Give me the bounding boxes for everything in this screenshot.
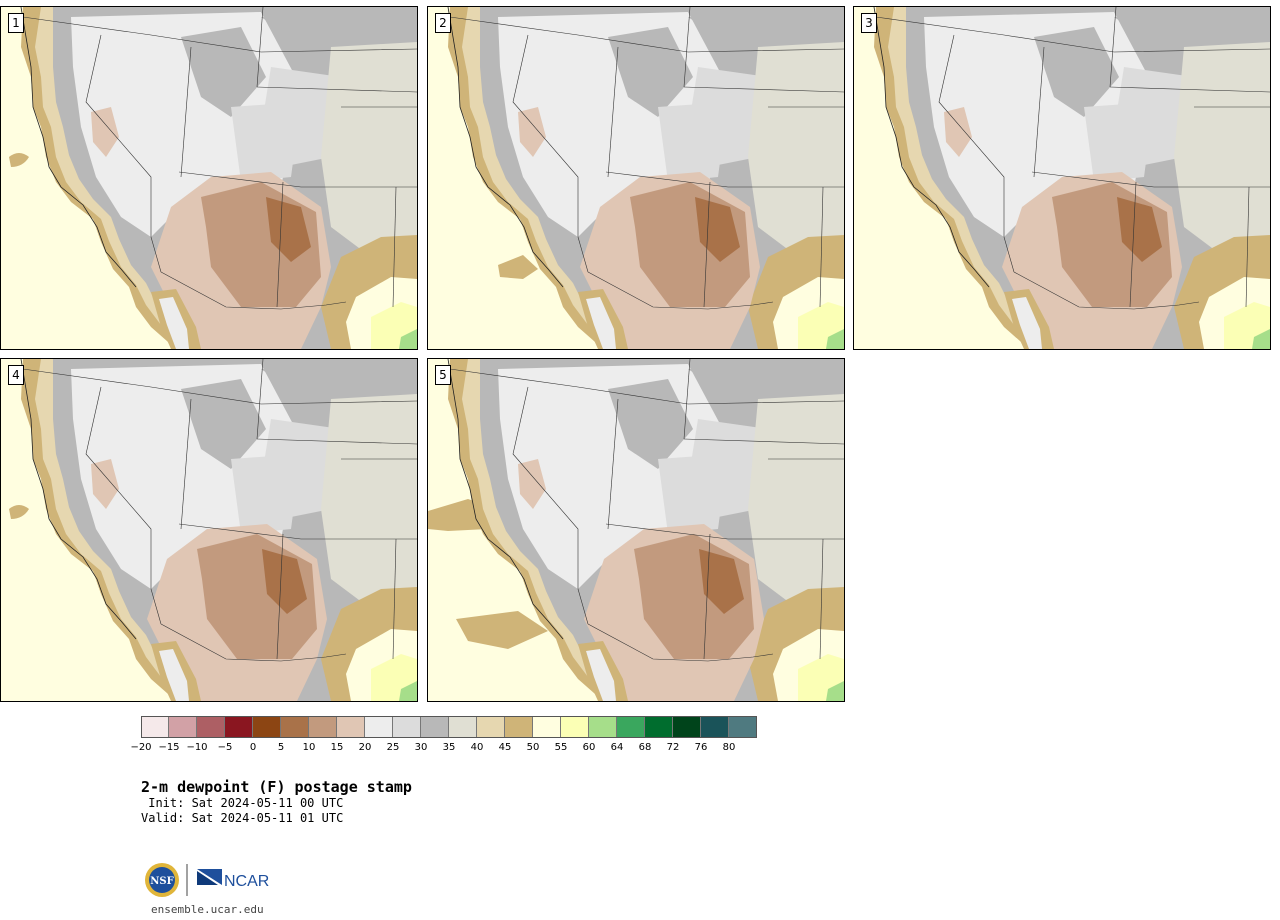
dewpoint-map: [428, 359, 844, 701]
colorbar-tick-label: 76: [695, 742, 708, 753]
colorbar-tick-label: −10: [186, 742, 207, 753]
ncar-logo-text: NCAR: [224, 873, 269, 890]
panel-label: 5: [435, 365, 451, 385]
ncar-logo-icon: NCAR: [197, 869, 269, 890]
colorbar-tick-label: 10: [303, 742, 316, 753]
stamp-panel-5[interactable]: 5: [427, 358, 845, 702]
panel-label: 2: [435, 13, 451, 33]
colorbar-tick-label: 55: [555, 742, 568, 753]
colorbar-tick-label: 40: [471, 742, 484, 753]
website-url: ensemble.ucar.edu: [151, 903, 264, 916]
colorbar-tick-label: 25: [387, 742, 400, 753]
colorbar-tick-label: 35: [443, 742, 456, 753]
colorbar-tick-label: 20: [359, 742, 372, 753]
nsf-logo-text: NSF: [150, 876, 173, 887]
dewpoint-map: [428, 7, 844, 349]
colorbar-tick-label: 64: [611, 742, 624, 753]
logos: NSF NCAR: [144, 861, 274, 899]
colorbar-tick-label: 68: [639, 742, 652, 753]
nsf-logo-icon: NSF: [145, 863, 179, 897]
dewpoint-map: [854, 7, 1270, 349]
colorbar-tick-label: 15: [331, 742, 344, 753]
stamp-panel-3[interactable]: 3: [853, 6, 1271, 350]
panel-label: 4: [8, 365, 24, 385]
colorbar-tick-label: 60: [583, 742, 596, 753]
colorbar-tick-label: 80: [723, 742, 736, 753]
colorbar-tick-label: −15: [158, 742, 179, 753]
colorbar-tick-label: 72: [667, 742, 680, 753]
panel-label: 1: [8, 13, 24, 33]
init-time: Init: Sat 2024-05-11 00 UTC: [141, 796, 343, 810]
colorbar-tick-label: 5: [278, 742, 284, 753]
colorbar-tick-label: 0: [250, 742, 256, 753]
panel-label: 3: [861, 13, 877, 33]
stamp-panel-4[interactable]: 4: [0, 358, 418, 702]
colorbar-frame: [141, 716, 757, 738]
colorbar-tick-label: 30: [415, 742, 428, 753]
valid-time: Valid: Sat 2024-05-11 01 UTC: [141, 811, 343, 825]
colorbar-tick-label: 45: [499, 742, 512, 753]
chart-title: 2-m dewpoint (F) postage stamp: [141, 778, 412, 796]
colorbar-tick-label: −5: [218, 742, 233, 753]
dewpoint-map: [1, 359, 417, 701]
colorbar-tick-label: 50: [527, 742, 540, 753]
dewpoint-map: [1, 7, 417, 349]
stamp-panel-2[interactable]: 2: [427, 6, 845, 350]
colorbar-tick-label: −20: [130, 742, 151, 753]
stamp-panel-1[interactable]: 1: [0, 6, 418, 350]
